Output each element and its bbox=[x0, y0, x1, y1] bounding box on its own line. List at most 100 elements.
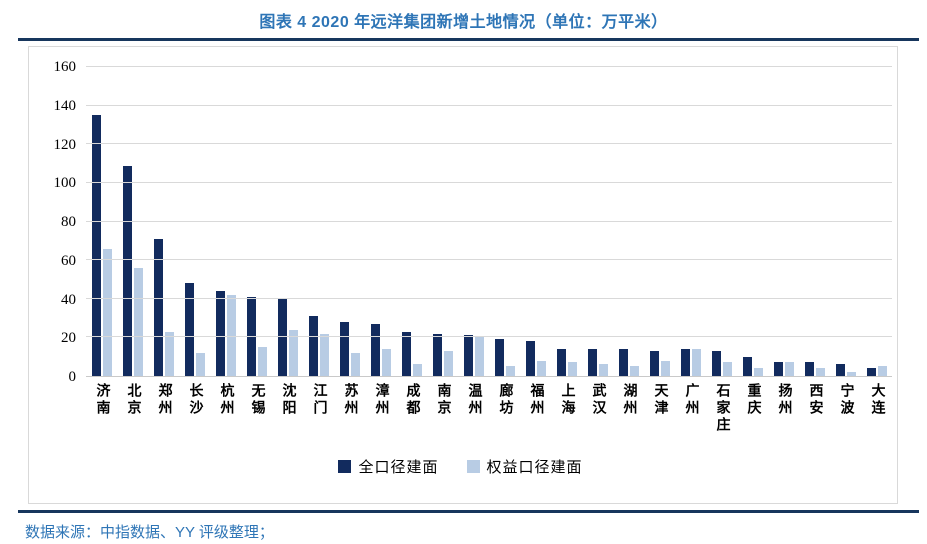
chart-bar-s0 bbox=[91, 115, 101, 376]
chart-bar-s1 bbox=[443, 350, 453, 376]
x-axis-label: 天津 bbox=[652, 383, 668, 417]
y-axis: 0 20 40 60 80 100 120 140 160 bbox=[29, 59, 86, 385]
bar-cluster bbox=[458, 67, 489, 376]
bar-cluster bbox=[303, 67, 334, 376]
bar-cluster bbox=[241, 67, 272, 376]
chart-bar-s0 bbox=[866, 368, 876, 376]
bottom-divider bbox=[18, 510, 919, 513]
gridline bbox=[86, 181, 892, 183]
x-axis-label: 西安 bbox=[807, 383, 823, 417]
legend-swatch bbox=[338, 459, 352, 473]
x-axis-label-cell: 长沙 bbox=[179, 383, 210, 453]
axis-corner bbox=[29, 377, 86, 453]
bar-cluster bbox=[551, 67, 582, 376]
y-axis-label: 120 bbox=[53, 136, 77, 153]
chart-bar-s1 bbox=[288, 329, 298, 376]
chart-bar-s0 bbox=[680, 348, 690, 376]
x-axis-label-cell: 漳州 bbox=[365, 383, 396, 453]
bar-cluster bbox=[582, 67, 613, 376]
x-axis-label: 漳州 bbox=[373, 383, 389, 417]
y-axis-label: 80 bbox=[61, 214, 76, 230]
chart-bar-s0 bbox=[742, 356, 752, 376]
x-axis-label-cell: 成都 bbox=[396, 383, 427, 453]
gridline bbox=[86, 259, 892, 261]
x-axis-label: 廊坊 bbox=[497, 383, 513, 417]
y-axis-label: 160 bbox=[53, 59, 77, 75]
x-axis-label-cell: 福州 bbox=[520, 383, 551, 453]
chart-bar-s0 bbox=[339, 321, 349, 376]
x-axis-label: 成都 bbox=[404, 383, 420, 417]
chart-bar-s0 bbox=[215, 291, 225, 376]
chart-bar-s1 bbox=[226, 294, 236, 376]
gridline bbox=[86, 336, 892, 338]
chart-bar-s0 bbox=[277, 298, 287, 376]
legend-swatch bbox=[466, 459, 480, 473]
bar-clusters bbox=[86, 67, 892, 376]
x-axis-label-cell: 南京 bbox=[427, 383, 458, 453]
x-axis-label-cell: 杭州 bbox=[210, 383, 241, 453]
x-axis-label: 济南 bbox=[94, 383, 110, 417]
x-axis-label-cell: 西安 bbox=[799, 383, 830, 453]
bar-cluster bbox=[148, 67, 179, 376]
legend-item: 全口径建面 bbox=[338, 456, 438, 477]
x-axis-label: 温州 bbox=[466, 383, 482, 417]
chart-bar-s0 bbox=[556, 348, 566, 376]
x-axis-label: 江门 bbox=[311, 383, 327, 417]
chart-bar-s0 bbox=[649, 350, 659, 376]
bar-cluster bbox=[644, 67, 675, 376]
chart-bar-s1 bbox=[753, 368, 763, 376]
y-axis-label: 40 bbox=[61, 291, 76, 308]
bar-cluster bbox=[272, 67, 303, 376]
chart-bar-s1 bbox=[567, 362, 577, 376]
x-axis-label-cell: 郑州 bbox=[148, 383, 179, 453]
chart-bar-s0 bbox=[184, 283, 194, 376]
chart-area: 0 20 40 60 80 100 120 140 160 济南 北京 郑州 长沙 杭州 无锡 沈阳 江门 苏州… bbox=[29, 59, 892, 453]
x-axis-label: 扬州 bbox=[776, 383, 792, 417]
x-axis-label: 重庆 bbox=[745, 383, 761, 417]
bar-cluster bbox=[737, 67, 768, 376]
x-axis-label-cell: 温州 bbox=[458, 383, 489, 453]
chart-bar-s1 bbox=[350, 352, 360, 376]
chart-bar-s1 bbox=[536, 360, 546, 376]
bar-cluster bbox=[86, 67, 117, 376]
y-axis-label: 0 bbox=[68, 369, 77, 385]
x-axis-label-cell: 石家庄 bbox=[706, 383, 737, 453]
chart-bar-s1 bbox=[381, 348, 391, 376]
x-axis: 济南 北京 郑州 长沙 杭州 无锡 沈阳 江门 苏州 漳州 成都 南京 温州 廊坊 福州 上海 武汉 湖州 天津 广州… bbox=[86, 377, 892, 453]
page-title: 图表 4 2020 年远洋集团新增土地情况（单位：万平米） bbox=[259, 14, 668, 31]
x-axis-label-cell: 北京 bbox=[117, 383, 148, 453]
x-axis-label: 南京 bbox=[435, 383, 451, 417]
chart-bar-s1 bbox=[846, 372, 856, 376]
bar-cluster bbox=[675, 67, 706, 376]
x-axis-label: 杭州 bbox=[218, 383, 234, 417]
chart-panel: 0 20 40 60 80 100 120 140 160 济南 北京 郑州 长沙 杭州 无锡 沈阳 江门 苏州… bbox=[28, 46, 898, 504]
y-axis-label: 100 bbox=[53, 175, 77, 192]
y-axis-label: 140 bbox=[53, 97, 77, 114]
x-axis-label-cell: 江门 bbox=[303, 383, 334, 453]
data-source-note: 数据来源：中指数据、YY 评级整理； bbox=[25, 524, 274, 541]
chart-bar-s0 bbox=[494, 339, 504, 376]
chart-bar-s1 bbox=[102, 248, 112, 376]
bar-cluster bbox=[365, 67, 396, 376]
chart-bar-s1 bbox=[133, 267, 143, 376]
chart-bar-s0 bbox=[711, 350, 721, 376]
chart-bar-s0 bbox=[153, 238, 163, 376]
bar-cluster bbox=[334, 67, 365, 376]
x-axis-label-cell: 武汉 bbox=[582, 383, 613, 453]
chart-bar-s0 bbox=[122, 165, 132, 376]
bar-cluster bbox=[706, 67, 737, 376]
x-axis-label-cell: 廊坊 bbox=[489, 383, 520, 453]
bar-cluster bbox=[179, 67, 210, 376]
gridline bbox=[86, 143, 892, 145]
x-axis-label: 上海 bbox=[559, 383, 575, 417]
chart-bar-s0 bbox=[835, 364, 845, 376]
chart-bar-s1 bbox=[195, 352, 205, 376]
chart-bar-s1 bbox=[815, 368, 825, 376]
chart-bar-s0 bbox=[463, 335, 473, 376]
chart-bar-s1 bbox=[598, 364, 608, 376]
chart-bar-s1 bbox=[505, 366, 515, 376]
x-axis-label: 湖州 bbox=[621, 383, 637, 417]
x-axis-label-cell: 大连 bbox=[861, 383, 892, 453]
chart-bar-s1 bbox=[691, 348, 701, 376]
x-axis-label-cell: 宁波 bbox=[830, 383, 861, 453]
